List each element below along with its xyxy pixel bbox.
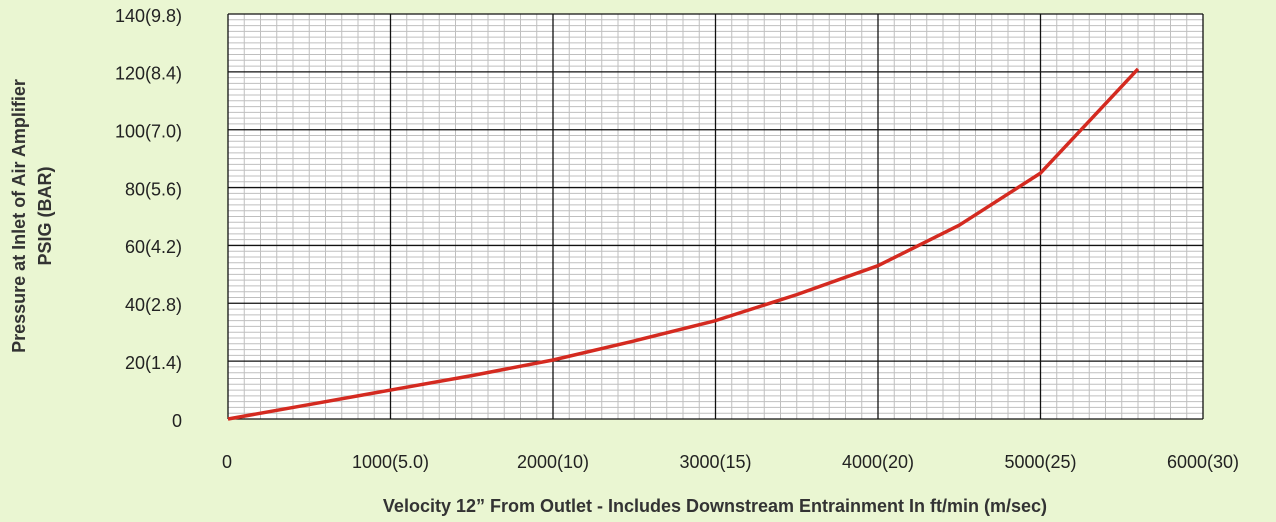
y-tick-label: 20(1.4) <box>125 353 182 373</box>
y-tick-label: 0 <box>172 411 182 431</box>
y-tick-label: 120(8.4) <box>115 64 182 84</box>
y-tick-label: 100(7.0) <box>115 121 182 141</box>
y-axis-title: Pressure at Inlet of Air Amplifier <box>9 79 29 353</box>
y-tick-label: 60(4.2) <box>125 237 182 257</box>
x-tick-label: 3000(15) <box>679 452 751 472</box>
y-tick-label: 80(5.6) <box>125 179 182 199</box>
x-tick-label: 1000(5.0) <box>352 452 429 472</box>
x-tick-label: 6000(30) <box>1167 452 1239 472</box>
data-line <box>227 67 1140 421</box>
x-axis-title: Velocity 12” From Outlet - Includes Down… <box>383 496 1047 516</box>
x-tick-label: 2000(10) <box>517 452 589 472</box>
x-tick-label: 5000(25) <box>1004 452 1076 472</box>
major-grid <box>227 13 1204 420</box>
y-tick-label: 40(2.8) <box>125 295 182 315</box>
x-tick-label: 4000(20) <box>842 452 914 472</box>
x-tick-label: 0 <box>222 452 232 472</box>
y-axis-title: PSIG (BAR) <box>35 166 55 265</box>
y-tick-label: 140(9.8) <box>115 6 182 26</box>
